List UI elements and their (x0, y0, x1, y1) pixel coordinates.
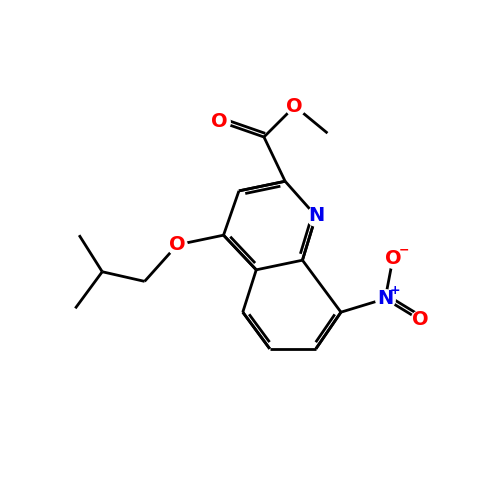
Text: −: − (398, 244, 409, 256)
Text: O: O (384, 249, 401, 268)
Text: +: + (390, 284, 400, 296)
Text: N: N (377, 289, 394, 308)
Text: O: O (286, 96, 303, 116)
Text: O: O (212, 112, 228, 131)
Text: N: N (308, 206, 324, 226)
Text: O: O (169, 236, 186, 255)
Text: O: O (412, 310, 428, 330)
